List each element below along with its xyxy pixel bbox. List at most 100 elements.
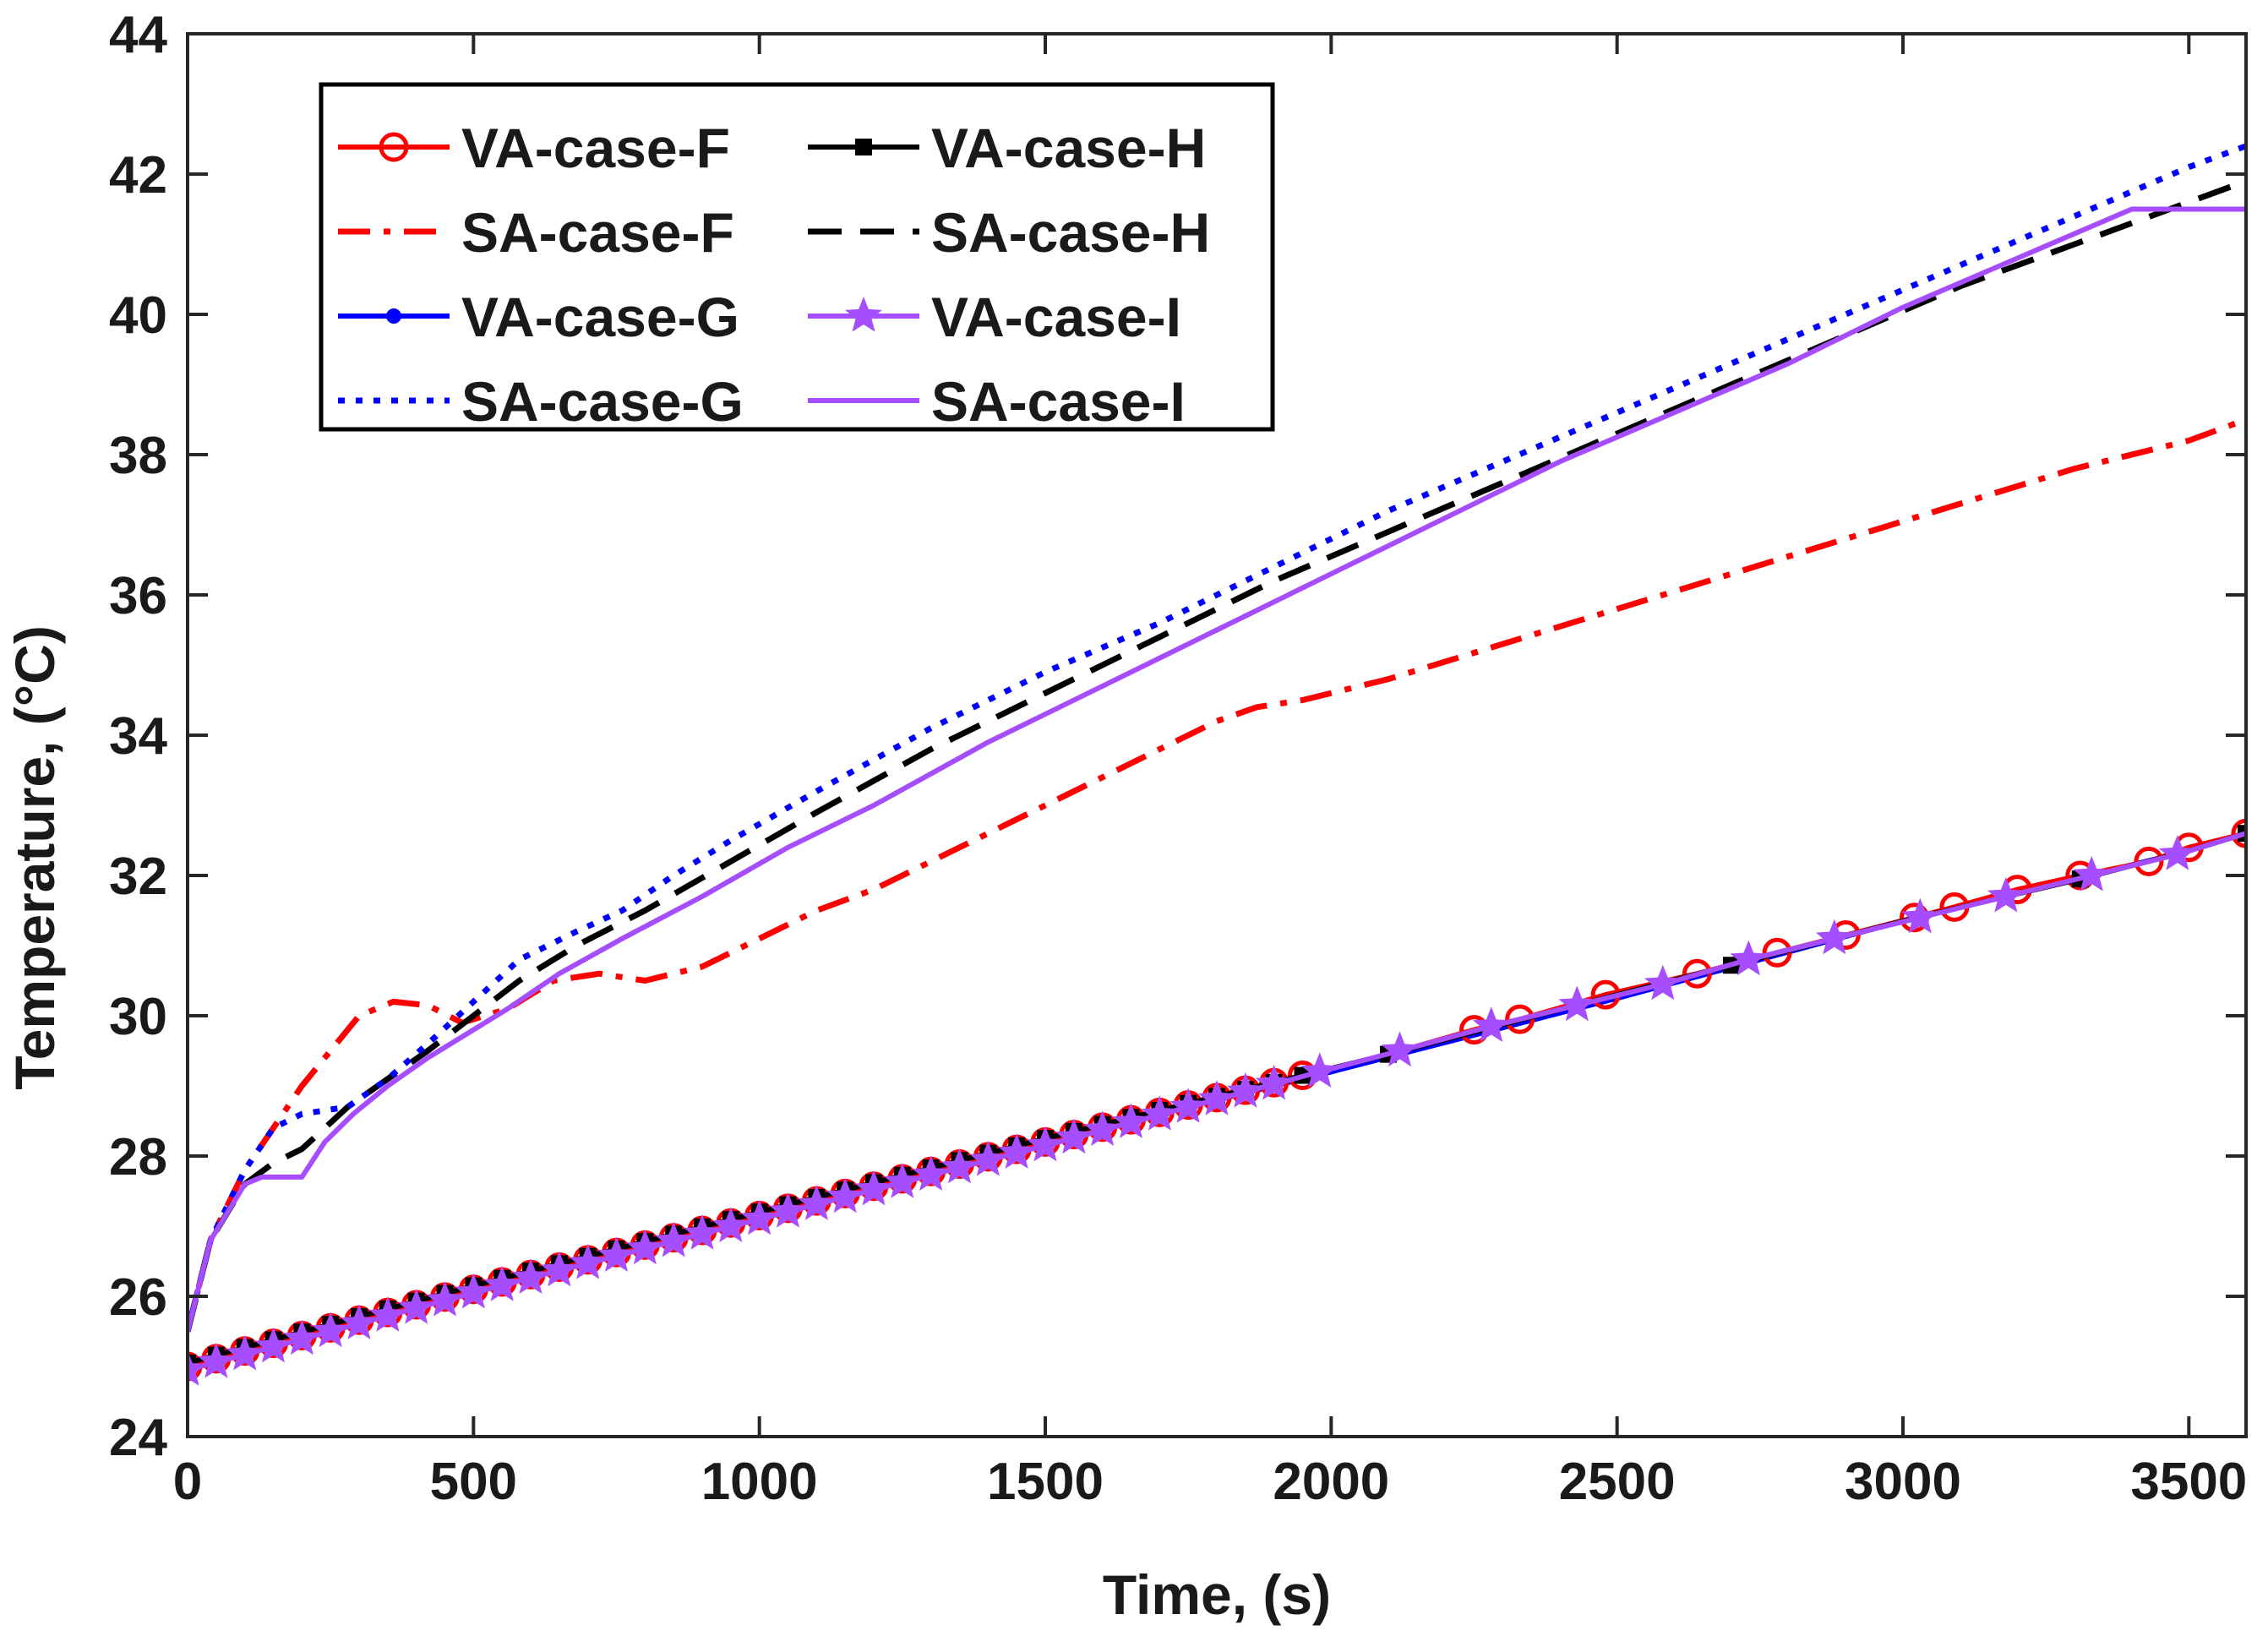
point-va-case-i-48 [2073,856,2111,892]
y-tick-label: 44 [109,6,167,64]
point-va-case-i-5 [312,1312,349,1348]
point-va-case-i-19 [712,1207,750,1242]
y-tick-label: 36 [109,567,167,625]
legend-item-sa-case-f: SA-case-F [338,201,734,264]
y-tick-label: 24 [109,1409,167,1467]
legend-item-va-case-h: VA-case-H [808,117,1206,179]
point-va-case-i-29 [998,1133,1035,1169]
point-va-case-i-23 [826,1177,864,1213]
point-va-case-i-42 [1558,985,1596,1022]
legend-marker [845,297,882,332]
x-tick-label: 1000 [701,1453,818,1511]
series-sa-case-h [188,178,2246,1333]
legend-item-va-case-f: VA-case-F [338,117,730,179]
legend-label: VA-case-I [931,286,1181,348]
point-va-case-i-8 [397,1289,435,1324]
point-va-case-i-25 [884,1163,921,1198]
point-va-case-f-52 [2231,818,2246,848]
legend-item-sa-case-i: SA-case-I [808,370,1186,433]
legend-marker [386,308,401,324]
legend-item-va-case-g: VA-case-G [338,286,739,348]
legend-item-sa-case-g: SA-case-G [338,370,744,433]
point-va-case-i-37 [1227,1072,1264,1108]
y-tick-label: 42 [109,146,167,205]
point-va-case-i-27 [940,1148,979,1184]
point-va-case-f-43 [1682,958,1712,989]
point-va-case-i-28 [969,1141,1007,1176]
point-va-case-i-36 [1198,1080,1235,1115]
point-va-case-i-49 [2158,835,2196,870]
point-va-case-i-7 [369,1296,406,1332]
x-tick-label: 3500 [2130,1453,2247,1511]
plot-area [188,143,2246,1386]
point-va-case-i-18 [684,1214,721,1250]
x-axis-label: Time, (s) [1103,1563,1331,1626]
y-tick-label: 38 [109,427,167,485]
point-va-case-i-41 [1472,1006,1510,1043]
legend-label: SA-case-F [461,201,734,264]
point-va-case-i-33 [1112,1103,1150,1138]
legend-label: SA-case-G [461,370,744,433]
x-tick-label: 1500 [987,1453,1104,1511]
series-line-sa-case-g [188,143,2246,1333]
point-va-case-i-21 [769,1192,807,1228]
y-tick-label: 32 [109,848,167,906]
series-sa-case-i [188,206,2246,1333]
axes [186,32,2248,1438]
legend: VA-case-F SA-case-F VA-case-G SA-case-G VA-c… [319,82,1275,433]
legend-item-va-case-i: VA-case-I [808,286,1181,348]
point-va-case-i-6 [341,1304,378,1339]
y-tick-label: 40 [109,286,167,345]
legend-marker [379,132,409,162]
point-va-case-i-31 [1055,1118,1093,1154]
series-line-sa-case-h [188,178,2246,1333]
point-va-case-i-15 [597,1236,635,1272]
point-va-case-i-44 [1730,940,1768,976]
point-va-case-i-13 [541,1251,578,1287]
y-axis-label: Temperature, (°C) [3,625,66,1090]
legend-label: VA-case-F [461,117,730,179]
point-va-case-i-35 [1169,1088,1207,1123]
point-va-case-i-3 [254,1327,292,1363]
x-tick-label: 3000 [1845,1453,1961,1511]
y-tick-label: 26 [109,1268,167,1327]
x-tick-label: 2500 [1559,1453,1676,1511]
x-tick-label: 0 [173,1453,202,1511]
x-tick-label: 500 [430,1453,517,1511]
point-va-case-i-12 [512,1258,549,1294]
legend-label: SA-case-H [931,201,1210,264]
point-va-case-i-26 [912,1155,950,1191]
point-va-case-i-32 [1083,1110,1121,1146]
point-va-case-i-16 [626,1229,664,1265]
point-va-case-i-10 [455,1273,493,1309]
series-va-case-i [188,831,2246,1386]
point-va-case-i-4 [283,1319,321,1355]
y-tick-label: 34 [109,707,167,766]
point-va-case-i-39 [1300,1052,1338,1088]
point-va-case-i-20 [740,1199,778,1235]
legend-item-sa-case-h: SA-case-H [808,201,1210,264]
series-line-sa-case-f [188,417,2246,1333]
point-va-case-i-24 [855,1170,892,1206]
point-va-case-i-1 [198,1343,235,1378]
point-va-case-i-0 [188,1350,206,1386]
legend-label: VA-case-G [461,286,739,348]
point-va-case-i-2 [226,1334,264,1371]
point-va-case-i-45 [1815,919,1853,955]
tick-labels: 0 500 1000 1500 2000 2500 3000 3500 24 26 28 30 32 34… [109,6,2247,1511]
y-tick-label: 28 [109,1128,167,1186]
legend-marker [855,139,872,155]
point-va-case-i-47 [1987,876,2025,913]
point-va-case-i-22 [798,1185,836,1220]
point-va-case-f-50 [2134,846,2164,876]
legend-label: SA-case-I [931,370,1186,433]
point-va-case-i-46 [1901,897,1939,934]
series-sa-case-f [188,417,2246,1333]
x-tick-label: 2000 [1273,1453,1389,1511]
point-va-case-i-17 [655,1221,692,1257]
point-va-case-i-43 [1644,964,1682,1001]
point-va-case-i-30 [1027,1126,1064,1162]
y-tick-label: 30 [109,988,167,1046]
